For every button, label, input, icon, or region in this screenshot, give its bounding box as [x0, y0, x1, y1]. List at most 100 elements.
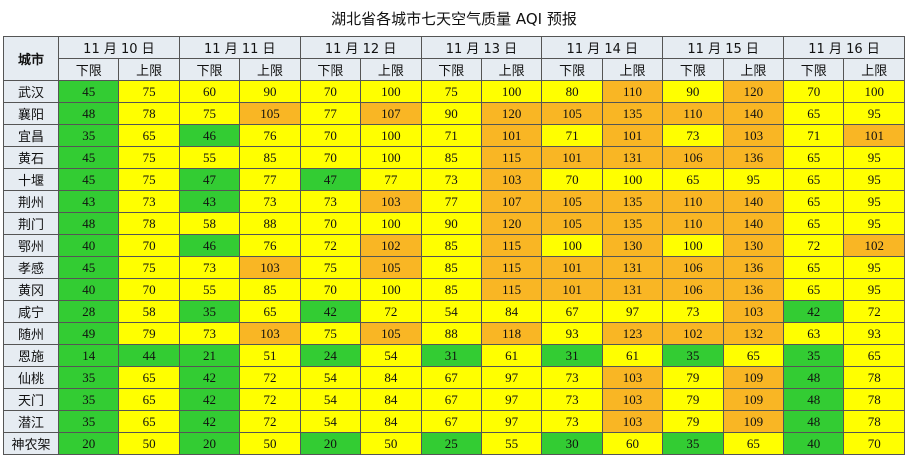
aqi-cell: 109 [722, 366, 785, 389]
aqi-cell: 140 [722, 190, 785, 213]
aqi-cell: 79 [662, 388, 724, 411]
limit-header: 下限 [662, 58, 724, 81]
aqi-cell: 77 [420, 190, 482, 213]
aqi-cell: 50 [360, 432, 422, 455]
aqi-cell: 140 [722, 212, 785, 235]
aqi-cell: 115 [480, 234, 543, 257]
city-row: 武汉 45 75 60 90 70 100 75 100 80 110 90 120 70 100 [3, 80, 905, 103]
limit-header: 上限 [480, 58, 543, 81]
aqi-cell: 95 [843, 256, 905, 279]
aqi-cell: 120 [480, 102, 543, 125]
aqi-cell: 109 [722, 410, 785, 433]
aqi-cell: 43 [178, 190, 241, 213]
aqi-cell: 40 [57, 278, 120, 301]
city-name: 荆门 [3, 212, 59, 235]
city-name: 随州 [3, 322, 59, 345]
aqi-cell: 78 [118, 212, 180, 235]
aqi-cell: 80 [541, 80, 603, 103]
aqi-cell: 35 [662, 432, 724, 455]
city-row: 咸宁 28 58 35 65 42 72 54 84 67 97 73 103 42 72 [3, 300, 905, 323]
aqi-cell: 100 [360, 212, 422, 235]
aqi-cell: 75 [420, 80, 482, 103]
aqi-cell: 105 [360, 256, 422, 279]
aqi-cell: 70 [299, 124, 362, 147]
aqi-cell: 120 [480, 212, 543, 235]
city-name: 恩施 [3, 344, 59, 367]
aqi-cell: 85 [420, 256, 482, 279]
aqi-cell: 77 [360, 168, 422, 191]
aqi-cell: 130 [722, 234, 785, 257]
aqi-cell: 65 [118, 410, 180, 433]
aqi-cell: 28 [57, 300, 120, 323]
aqi-cell: 71 [420, 124, 482, 147]
aqi-cell: 67 [420, 366, 482, 389]
aqi-cell: 35 [57, 124, 120, 147]
aqi-cell: 46 [178, 124, 241, 147]
aqi-cell: 60 [178, 80, 241, 103]
title: 湖北省各城市七天空气质量 AQI 预报 [331, 10, 577, 28]
aqi-cell: 48 [783, 388, 845, 411]
city-name: 孝感 [3, 256, 59, 279]
aqi-cell: 35 [57, 410, 120, 433]
aqi-cell: 131 [601, 278, 664, 301]
city-row: 鄂州 40 70 46 76 72 102 85 115 100 130 100 130 72 102 [3, 234, 905, 257]
aqi-cell: 110 [662, 212, 724, 235]
aqi-cell: 136 [722, 146, 785, 169]
aqi-cell: 72 [239, 388, 301, 411]
aqi-cell: 135 [601, 212, 664, 235]
aqi-cell: 103 [722, 300, 785, 323]
aqi-cell: 88 [420, 322, 482, 345]
aqi-cell: 45 [57, 256, 120, 279]
aqi-cell: 58 [178, 212, 241, 235]
city-name: 宜昌 [3, 124, 59, 147]
aqi-cell: 103 [601, 388, 664, 411]
aqi-cell: 65 [783, 190, 845, 213]
city-name: 神农架 [3, 432, 59, 455]
aqi-cell: 31 [420, 344, 482, 367]
limit-header: 上限 [239, 58, 301, 81]
aqi-cell: 65 [843, 344, 905, 367]
day-header: 11 月 14 日 [541, 36, 664, 59]
aqi-cell: 72 [783, 234, 845, 257]
aqi-cell: 75 [118, 80, 180, 103]
aqi-cell: 20 [57, 432, 120, 455]
aqi-cell: 70 [118, 278, 180, 301]
aqi-cell: 135 [601, 102, 664, 125]
city-row: 黄冈 40 70 55 85 70 100 85 115 101 131 106 136 65 95 [3, 278, 905, 301]
limit-header: 下限 [541, 58, 603, 81]
limit-header: 下限 [783, 58, 845, 81]
aqi-cell: 42 [299, 300, 362, 323]
aqi-cell: 101 [541, 256, 603, 279]
aqi-cell: 24 [299, 344, 362, 367]
aqi-cell: 78 [843, 366, 905, 389]
aqi-cell: 42 [178, 410, 241, 433]
aqi-cell: 115 [480, 256, 543, 279]
subheader-row: 下限 上限 下限 上限 下限 上限 下限 上限 下限 上限 下限 上限 下限 上限 [4, 58, 905, 81]
city-name: 仙桃 [3, 366, 59, 389]
aqi-cell: 54 [360, 344, 422, 367]
aqi-cell: 44 [118, 344, 180, 367]
aqi-cell: 71 [541, 124, 603, 147]
aqi-cell: 61 [480, 344, 543, 367]
day-header: 11 月 15 日 [662, 36, 785, 59]
aqi-cell: 65 [783, 278, 845, 301]
aqi-cell: 105 [541, 190, 603, 213]
aqi-cell: 79 [662, 410, 724, 433]
limit-header: 下限 [420, 58, 482, 81]
city-name: 荆州 [3, 190, 59, 213]
aqi-cell: 75 [178, 102, 241, 125]
city-row: 十堰 45 75 47 77 47 77 73 103 70 100 65 95 65 95 [3, 168, 905, 191]
aqi-cell: 70 [299, 212, 362, 235]
aqi-cell: 102 [360, 234, 422, 257]
aqi-cell: 84 [360, 366, 422, 389]
day-header: 11 月 12 日 [299, 36, 422, 59]
aqi-cell: 73 [299, 190, 362, 213]
aqi-cell: 75 [118, 256, 180, 279]
aqi-cell: 101 [480, 124, 543, 147]
aqi-cell: 72 [360, 300, 422, 323]
aqi-cell: 131 [601, 146, 664, 169]
city-name: 武汉 [3, 80, 59, 103]
aqi-cell: 132 [722, 322, 785, 345]
aqi-cell: 85 [239, 146, 301, 169]
